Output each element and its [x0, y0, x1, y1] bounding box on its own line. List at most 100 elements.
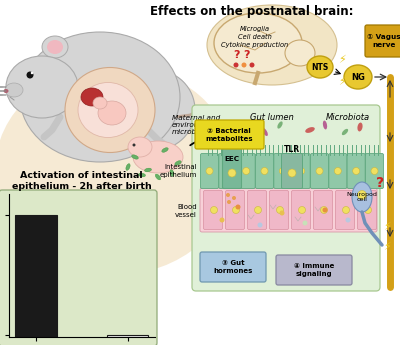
Ellipse shape — [280, 210, 284, 216]
FancyBboxPatch shape — [200, 154, 218, 188]
Ellipse shape — [342, 207, 350, 214]
FancyBboxPatch shape — [276, 255, 352, 285]
Ellipse shape — [243, 168, 250, 175]
Ellipse shape — [323, 120, 327, 129]
Ellipse shape — [302, 220, 308, 226]
Bar — [107, 335, 148, 337]
Ellipse shape — [342, 129, 348, 135]
Ellipse shape — [262, 128, 268, 136]
Ellipse shape — [227, 200, 231, 204]
Ellipse shape — [170, 170, 174, 176]
FancyBboxPatch shape — [237, 154, 255, 188]
Ellipse shape — [81, 88, 103, 106]
Ellipse shape — [254, 207, 262, 214]
Text: ⚡: ⚡ — [338, 55, 346, 65]
FancyBboxPatch shape — [195, 120, 264, 149]
Ellipse shape — [305, 127, 315, 133]
FancyBboxPatch shape — [366, 154, 384, 188]
Ellipse shape — [277, 121, 283, 129]
Ellipse shape — [207, 5, 337, 85]
Ellipse shape — [144, 168, 152, 172]
Ellipse shape — [234, 62, 238, 68]
Text: ④ Immune
signaling: ④ Immune signaling — [294, 263, 334, 277]
FancyBboxPatch shape — [222, 148, 242, 188]
FancyBboxPatch shape — [200, 252, 266, 282]
Ellipse shape — [206, 168, 213, 175]
Ellipse shape — [276, 207, 284, 214]
Text: Microbiota: Microbiota — [326, 113, 370, 122]
Ellipse shape — [4, 89, 8, 93]
FancyBboxPatch shape — [347, 154, 365, 188]
Ellipse shape — [236, 205, 240, 209]
Ellipse shape — [358, 122, 362, 131]
Text: ③ Gut
hormones: ③ Gut hormones — [213, 260, 253, 274]
FancyBboxPatch shape — [365, 25, 400, 57]
FancyBboxPatch shape — [192, 105, 380, 291]
Ellipse shape — [228, 169, 236, 177]
Ellipse shape — [132, 155, 138, 159]
Ellipse shape — [31, 72, 33, 74]
Ellipse shape — [20, 32, 180, 162]
Text: Neuropod
cell: Neuropod cell — [346, 191, 378, 203]
Text: TLR: TLR — [284, 145, 300, 154]
Ellipse shape — [5, 83, 23, 97]
Ellipse shape — [133, 141, 183, 173]
Ellipse shape — [358, 190, 366, 199]
FancyBboxPatch shape — [329, 154, 347, 188]
Ellipse shape — [242, 62, 246, 68]
Ellipse shape — [261, 168, 268, 175]
Text: Microglia
Cell death
Cytokine production: Microglia Cell death Cytokine production — [221, 26, 289, 48]
Bar — [16, 215, 57, 337]
Ellipse shape — [248, 124, 256, 130]
FancyBboxPatch shape — [292, 154, 310, 188]
Ellipse shape — [26, 71, 34, 79]
Ellipse shape — [132, 144, 136, 147]
Ellipse shape — [226, 193, 230, 197]
Text: ② Bacterial
metabolites: ② Bacterial metabolites — [205, 128, 253, 142]
Ellipse shape — [298, 168, 305, 175]
Text: Gut lumen: Gut lumen — [250, 113, 294, 122]
FancyBboxPatch shape — [204, 190, 222, 229]
Ellipse shape — [65, 68, 155, 152]
Ellipse shape — [6, 56, 78, 118]
Ellipse shape — [371, 168, 378, 175]
Ellipse shape — [364, 207, 372, 214]
Ellipse shape — [352, 182, 372, 212]
Text: Intestinal
epithelium: Intestinal epithelium — [160, 164, 197, 178]
Text: ⚡: ⚡ — [338, 77, 346, 87]
Ellipse shape — [232, 207, 240, 214]
Ellipse shape — [322, 207, 328, 213]
Text: NG: NG — [351, 72, 365, 81]
FancyBboxPatch shape — [226, 190, 244, 229]
Text: ?: ? — [233, 50, 239, 60]
FancyBboxPatch shape — [248, 190, 266, 229]
FancyBboxPatch shape — [274, 154, 292, 188]
Ellipse shape — [224, 168, 231, 175]
Ellipse shape — [258, 223, 262, 227]
Ellipse shape — [98, 101, 126, 125]
Ellipse shape — [175, 161, 181, 165]
FancyBboxPatch shape — [358, 190, 376, 229]
FancyBboxPatch shape — [336, 190, 354, 229]
Text: ① Vagus
nerve: ① Vagus nerve — [367, 34, 400, 48]
Ellipse shape — [334, 168, 341, 175]
Ellipse shape — [288, 169, 296, 177]
Ellipse shape — [279, 168, 286, 175]
Ellipse shape — [126, 164, 130, 170]
Ellipse shape — [285, 40, 315, 66]
FancyBboxPatch shape — [200, 188, 377, 232]
Text: Blood
vessel: Blood vessel — [175, 204, 197, 218]
Text: ?: ? — [244, 50, 250, 60]
Ellipse shape — [138, 173, 146, 177]
Ellipse shape — [307, 56, 333, 78]
Ellipse shape — [210, 207, 218, 214]
Text: Effects on the postnatal brain:: Effects on the postnatal brain: — [150, 5, 354, 18]
Title: Activation of intestinal
epithelium - 2h after birth: Activation of intestinal epithelium - 2h… — [12, 170, 152, 191]
FancyBboxPatch shape — [282, 154, 302, 188]
FancyBboxPatch shape — [0, 190, 157, 345]
Ellipse shape — [155, 174, 161, 180]
Ellipse shape — [353, 168, 360, 175]
Ellipse shape — [298, 207, 306, 214]
Ellipse shape — [47, 40, 63, 54]
Ellipse shape — [250, 62, 254, 68]
